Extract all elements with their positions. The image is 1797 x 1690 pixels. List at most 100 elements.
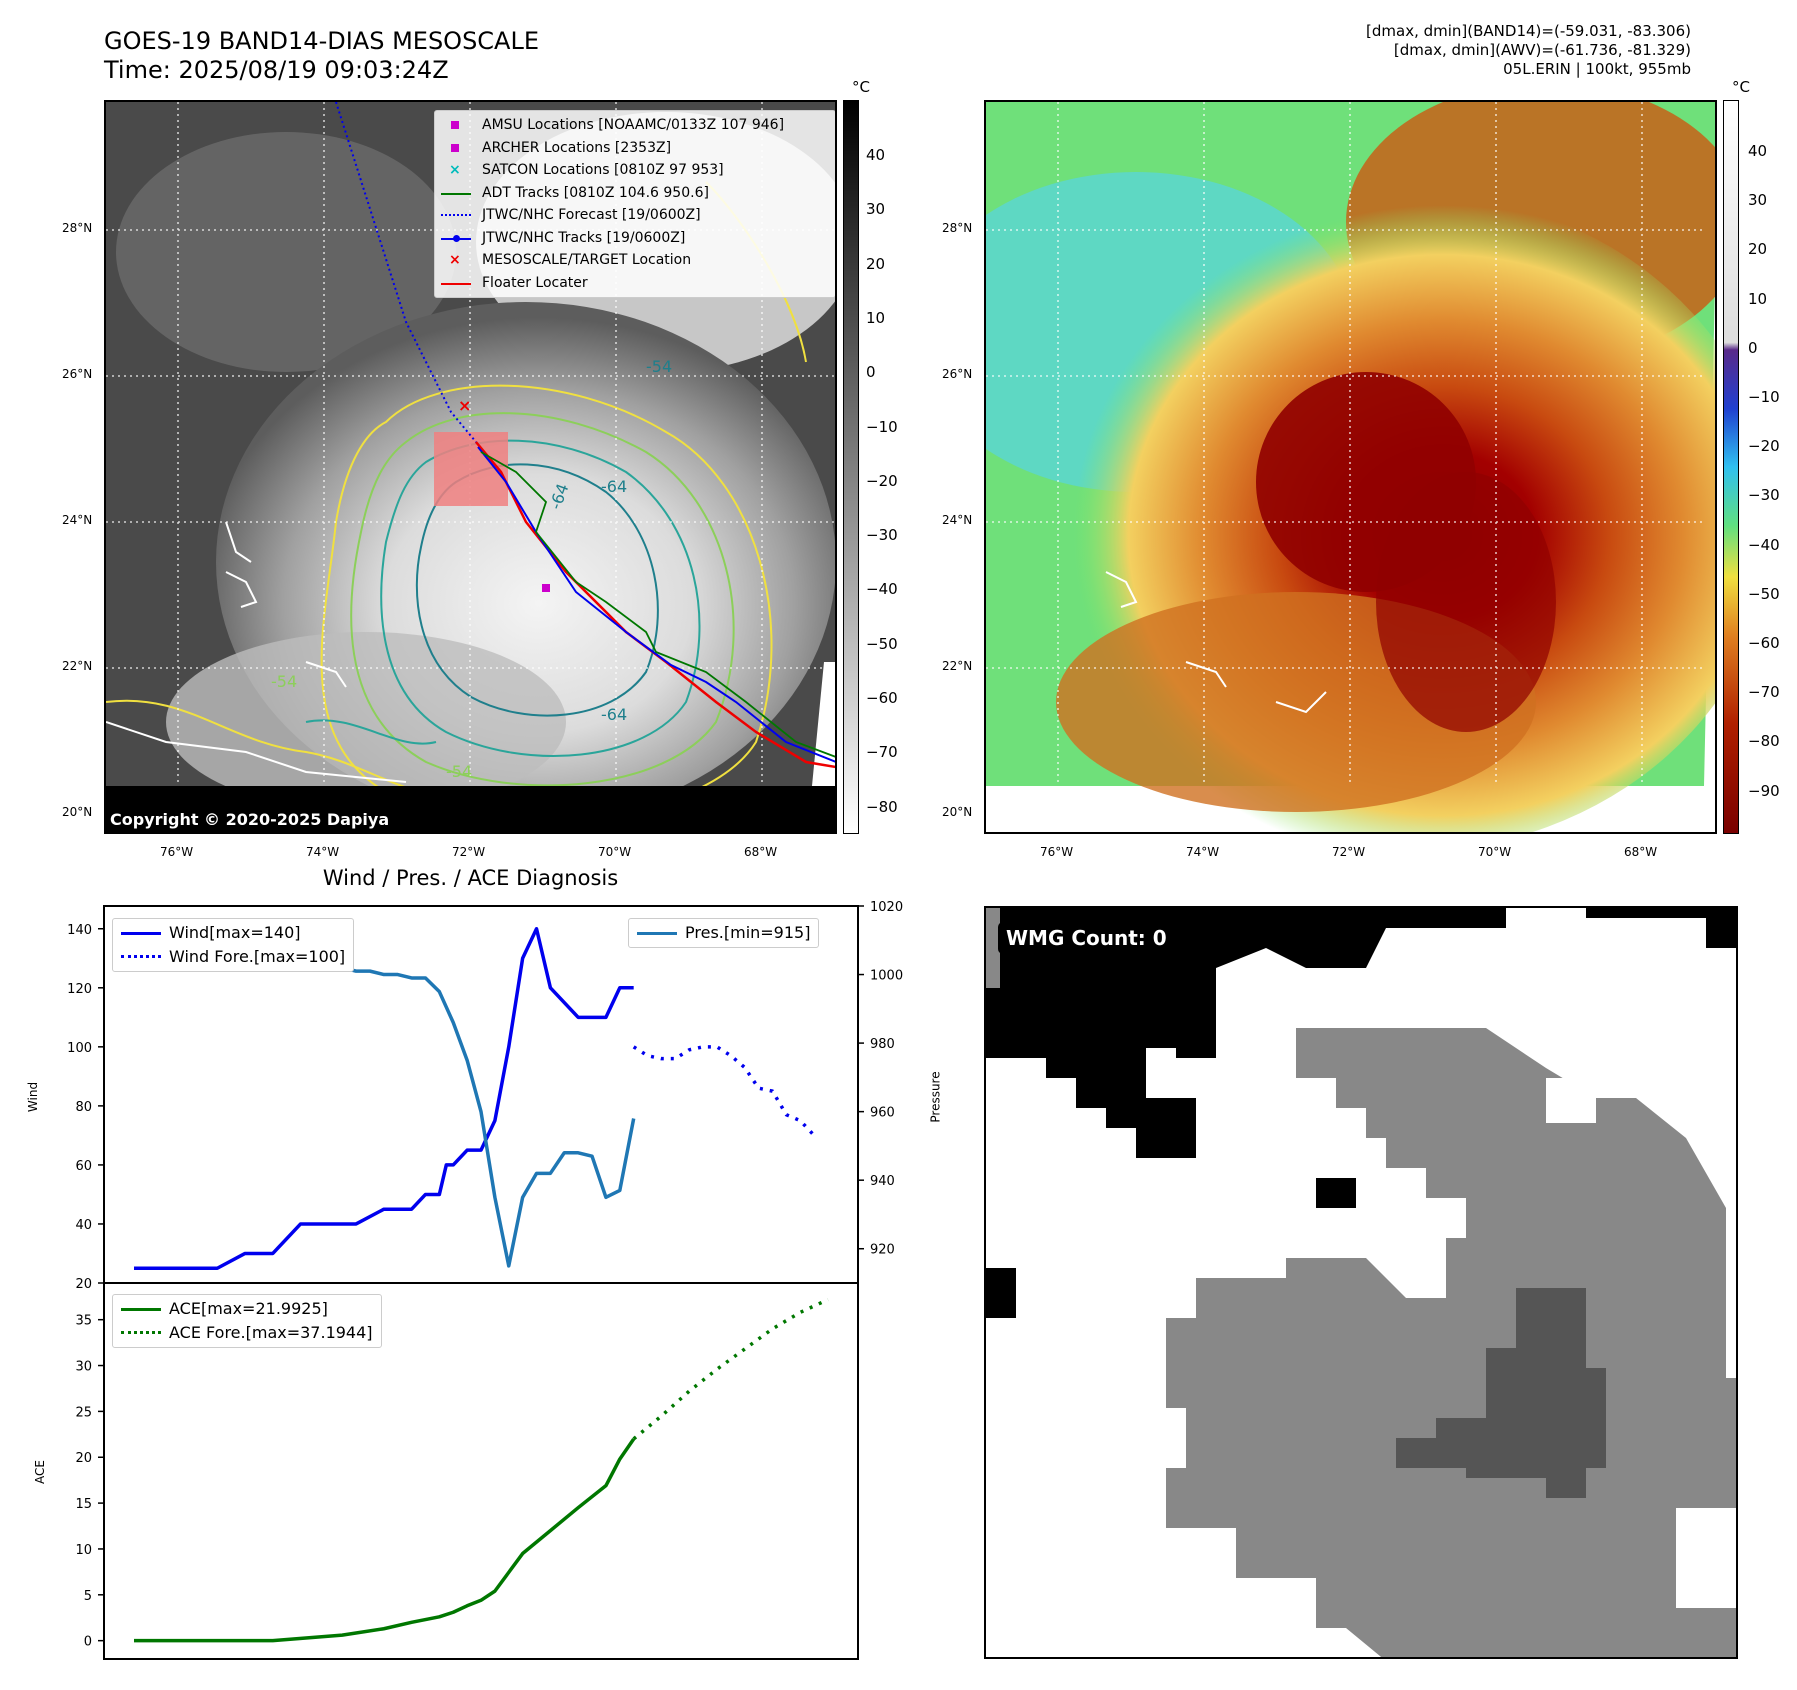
colorbar-tick-label: −60: [1748, 634, 1780, 652]
contour-label: -54: [646, 357, 673, 376]
copyright-text: Copyright © 2020-2025 Dapiya: [110, 810, 390, 829]
lat-label: 24°N: [942, 513, 973, 527]
forecast-track: [335, 102, 477, 443]
legend-item-ace-fore: ACE Fore.[max=37.1944]: [121, 1321, 373, 1345]
x-marker-icon: ×: [449, 252, 461, 268]
colorbar-tick-label: −20: [1748, 437, 1780, 456]
lat-label: 20°N: [62, 805, 93, 819]
wind-series-line: [134, 927, 634, 1270]
contour-label: -54: [446, 762, 473, 781]
stats-block: [dmax, dmin](BAND14)=(-59.031, -83.306) …: [1366, 22, 1691, 79]
contour-label: -64: [601, 477, 628, 496]
dotted-line-icon: [121, 955, 161, 958]
legend-label: JTWC/NHC Tracks [19/0600Z]: [482, 229, 686, 246]
pressure-y-tick-label: 1020: [870, 900, 903, 915]
lat-label: 26°N: [62, 367, 93, 381]
colorbar-tick-label: −80: [866, 797, 898, 816]
wmg-panel: WMG Count: 0: [984, 906, 1738, 1659]
wind-y-tick-label: 100: [67, 1041, 92, 1056]
legend-item-wind-fore: Wind Fore.[max=100]: [121, 945, 345, 969]
stats-line-3: 05L.ERIN | 100kt, 955mb: [1503, 60, 1691, 78]
pressure-legend: Pres.[min=915]: [628, 918, 820, 948]
lon-label: 76°W: [1040, 845, 1074, 859]
wind-legend: Wind[max=140] Wind Fore.[max=100]: [112, 918, 355, 972]
dotted-line-icon: [121, 1331, 161, 1334]
colorbar-tick-label: 30: [866, 200, 886, 219]
lon-label: 68°W: [1624, 845, 1658, 859]
ace-y-tick-label: 0: [84, 1635, 92, 1650]
legend-label: SATCON Locations [0810Z 97 953]: [482, 162, 724, 178]
colorbar-tick-label: −50: [866, 634, 898, 653]
colorbar-tick-label: −70: [866, 743, 898, 762]
wind-forecast-line: [632, 1045, 816, 1137]
lat-label: 24°N: [62, 513, 93, 527]
legend-label: Floater Locater: [482, 274, 588, 291]
wind-y-tick-label: 140: [67, 923, 92, 938]
archer-marker: [542, 584, 550, 592]
legend-item-pressure: Pres.[min=915]: [637, 921, 810, 945]
pressure-y-tick-label: 1000: [870, 969, 903, 984]
lon-label: 74°W: [1186, 845, 1220, 859]
map-legend: AMSU Locations [NOAAMC/0133Z 107 946] AR…: [434, 110, 835, 298]
legend-label: JTWC/NHC Forecast [19/0600Z]: [482, 207, 701, 223]
colorbar-tick-label: −90: [1748, 781, 1780, 800]
pressure-axis-label: Pressure: [928, 1071, 943, 1123]
ir-color-map: [984, 100, 1717, 834]
line-marker-icon: [441, 192, 471, 195]
lat-label: 28°N: [942, 221, 973, 235]
pressure-y-tick-label: 980: [870, 1037, 895, 1052]
wind-y-tick-label: 40: [75, 1218, 92, 1233]
colorbar-tick-label: 40: [866, 146, 886, 164]
lon-label: 76°W: [160, 845, 194, 859]
legend-label: Wind[max=140]: [169, 923, 301, 942]
dot-marker-icon: [453, 234, 460, 242]
colorbar-tick-label: 20: [866, 254, 886, 273]
jtwc-track: [477, 446, 835, 763]
colorbar-tick-label: 0: [866, 363, 876, 382]
lon-label: 72°W: [1332, 845, 1366, 859]
ir-gray-map: × -54 -64 -64 -54 -64 -54 AMSU Locations…: [104, 100, 837, 834]
wind-y-tick-label: 20: [75, 1277, 92, 1292]
colorbar-tick-label: −40: [1748, 535, 1780, 554]
gray-colorbar: [843, 100, 859, 834]
legend-item-amsu: AMSU Locations [NOAAMC/0133Z 107 946]: [435, 114, 835, 137]
wind-y-tick-label: 120: [67, 982, 92, 997]
panel-title: GOES-19 BAND14-DIAS MESOSCALE Time: 2025…: [104, 27, 539, 85]
ace-y-tick-label: 20: [75, 1451, 92, 1466]
wind-axis-label: Wind: [26, 1081, 41, 1113]
line-marker-icon: [121, 932, 161, 935]
lon-label: 70°W: [598, 845, 632, 859]
ace-y-tick-label: 15: [75, 1497, 92, 1512]
colorbar-tick-label: −10: [866, 417, 898, 436]
colorbar-tick-label: 20: [1748, 240, 1768, 259]
title-line-2: Time: 2025/08/19 09:03:24Z: [104, 56, 449, 84]
stats-line-2: [dmax, dmin](AWV)=(-61.736, -81.329): [1393, 41, 1691, 59]
square-marker-icon: [451, 143, 459, 152]
stats-line-1: [dmax, dmin](BAND14)=(-59.031, -83.306): [1366, 22, 1691, 40]
ace-forecast-line: [632, 1298, 829, 1441]
lat-label: 26°N: [942, 367, 973, 381]
ir-color-imagery: [986, 102, 1715, 832]
legend-item-floater: Floater Locater: [435, 272, 835, 295]
colorbar-tick-label: 30: [1748, 191, 1768, 210]
colorbar-tick-label: 40: [1748, 142, 1768, 160]
adt-track: [480, 451, 835, 758]
gray-colorbar-unit: °C: [852, 78, 870, 96]
pressure-series-line: [133, 928, 636, 1268]
legend-item-adt: ADT Tracks [0810Z 104.6 950.6]: [435, 182, 835, 205]
colorbar-tick-label: 0: [1748, 338, 1758, 357]
wind-y-tick-label: 60: [75, 1159, 92, 1174]
colorbar-tick-label: −40: [866, 580, 898, 599]
dotted-line-icon: [441, 214, 471, 216]
colorbar-tick-label: −20: [866, 471, 898, 490]
colorbar-tick-label: −10: [1748, 388, 1780, 406]
legend-label: ACE[max=21.9925]: [169, 1299, 328, 1318]
contour-label: -64: [601, 705, 628, 724]
ace-y-tick-label: 25: [75, 1405, 92, 1420]
pressure-y-tick-label: 940: [870, 1174, 895, 1189]
ace-y-tick-label: 10: [75, 1543, 92, 1558]
legend-label: AMSU Locations [NOAAMC/0133Z 107 946]: [482, 117, 785, 133]
colorbar-tick-label: −30: [1748, 486, 1780, 505]
legend-label: ADT Tracks [0810Z 104.6 950.6]: [482, 184, 709, 201]
lon-label: 74°W: [306, 845, 340, 859]
